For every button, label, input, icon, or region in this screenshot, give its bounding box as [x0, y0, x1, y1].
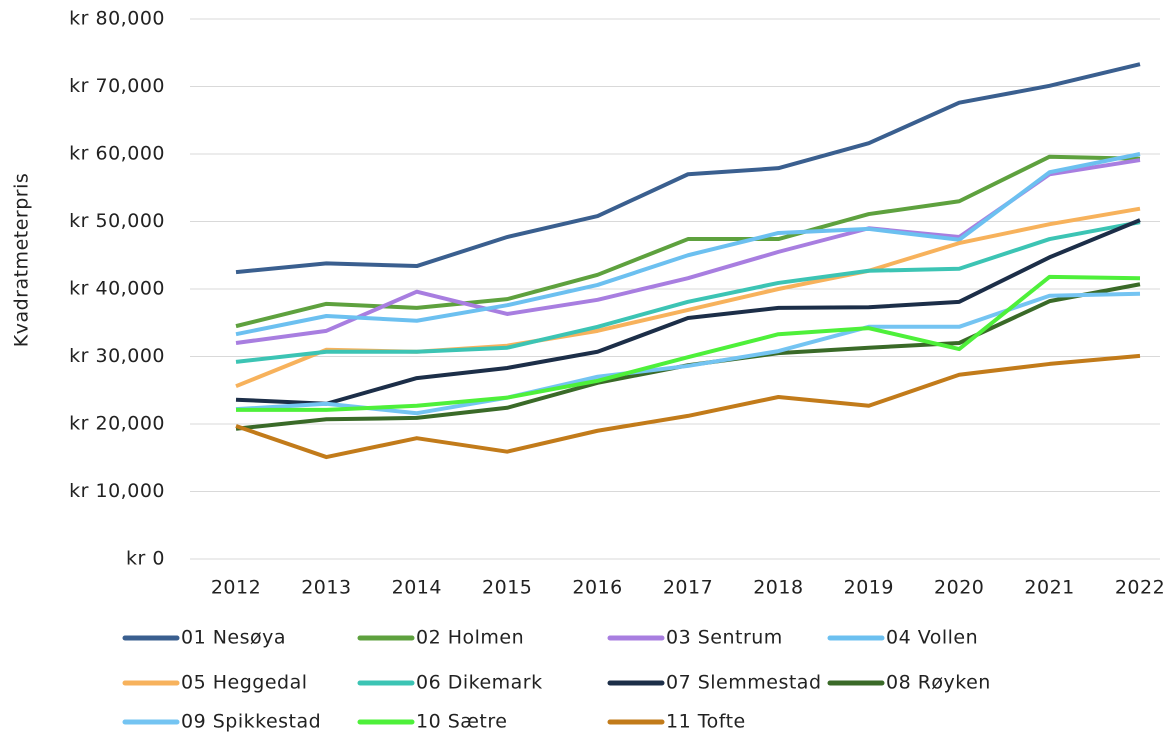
y-tick-label: kr 60,000 [69, 143, 165, 165]
legend-label: 05 Heggedal [181, 672, 308, 694]
x-tick-label: 2014 [392, 577, 442, 599]
series-line [235, 158, 1141, 345]
x-tick-label: 2019 [844, 577, 894, 599]
y-tick-label: kr 40,000 [69, 278, 165, 300]
series-line [235, 220, 1141, 364]
y-tick-label: kr 80,000 [69, 8, 165, 30]
series-line [236, 274, 1141, 412]
y-tick-label: kr 10,000 [69, 480, 165, 502]
legend-label: 07 Slemmestad [666, 672, 822, 694]
x-tick-label: 2021 [1024, 577, 1074, 599]
series-line [235, 218, 1141, 406]
series-line [235, 206, 1141, 389]
legend-label: 06 Dikemark [416, 672, 543, 694]
x-tick-label: 2017 [663, 577, 713, 599]
y-tick-label: kr 50,000 [69, 210, 165, 232]
y-tick-label: kr 0 [126, 548, 165, 570]
legend-label: 01 Nesøya [181, 627, 286, 649]
y-tick-label: kr 70,000 [69, 75, 165, 97]
y-tick-label: kr 20,000 [69, 413, 165, 435]
x-tick-label: 2020 [934, 577, 984, 599]
legend-label: 02 Holmen [416, 627, 524, 649]
x-tick-label: 2013 [301, 577, 351, 599]
x-tick-label: 2018 [753, 577, 803, 599]
x-tick-label: 2015 [482, 577, 532, 599]
series-line [235, 353, 1141, 460]
legend-label: 04 Vollen [886, 627, 978, 649]
y-tick-label: kr 30,000 [69, 345, 165, 367]
legend-label: 09 Spikkestad [181, 711, 321, 733]
x-tick-label: 2016 [572, 577, 622, 599]
x-tick-label: 2022 [1115, 577, 1165, 599]
legend-label: 03 Sentrum [666, 627, 783, 649]
legend-label: 11 Tofte [666, 711, 746, 733]
series-line [235, 152, 1141, 337]
legend-label: 10 Sætre [416, 711, 507, 733]
series-line [235, 62, 1141, 275]
x-tick-label: 2012 [211, 577, 261, 599]
legend-label: 08 Røyken [886, 672, 991, 694]
y-axis-label: Kvadratmeterpris [11, 173, 33, 348]
series-line [235, 291, 1141, 416]
